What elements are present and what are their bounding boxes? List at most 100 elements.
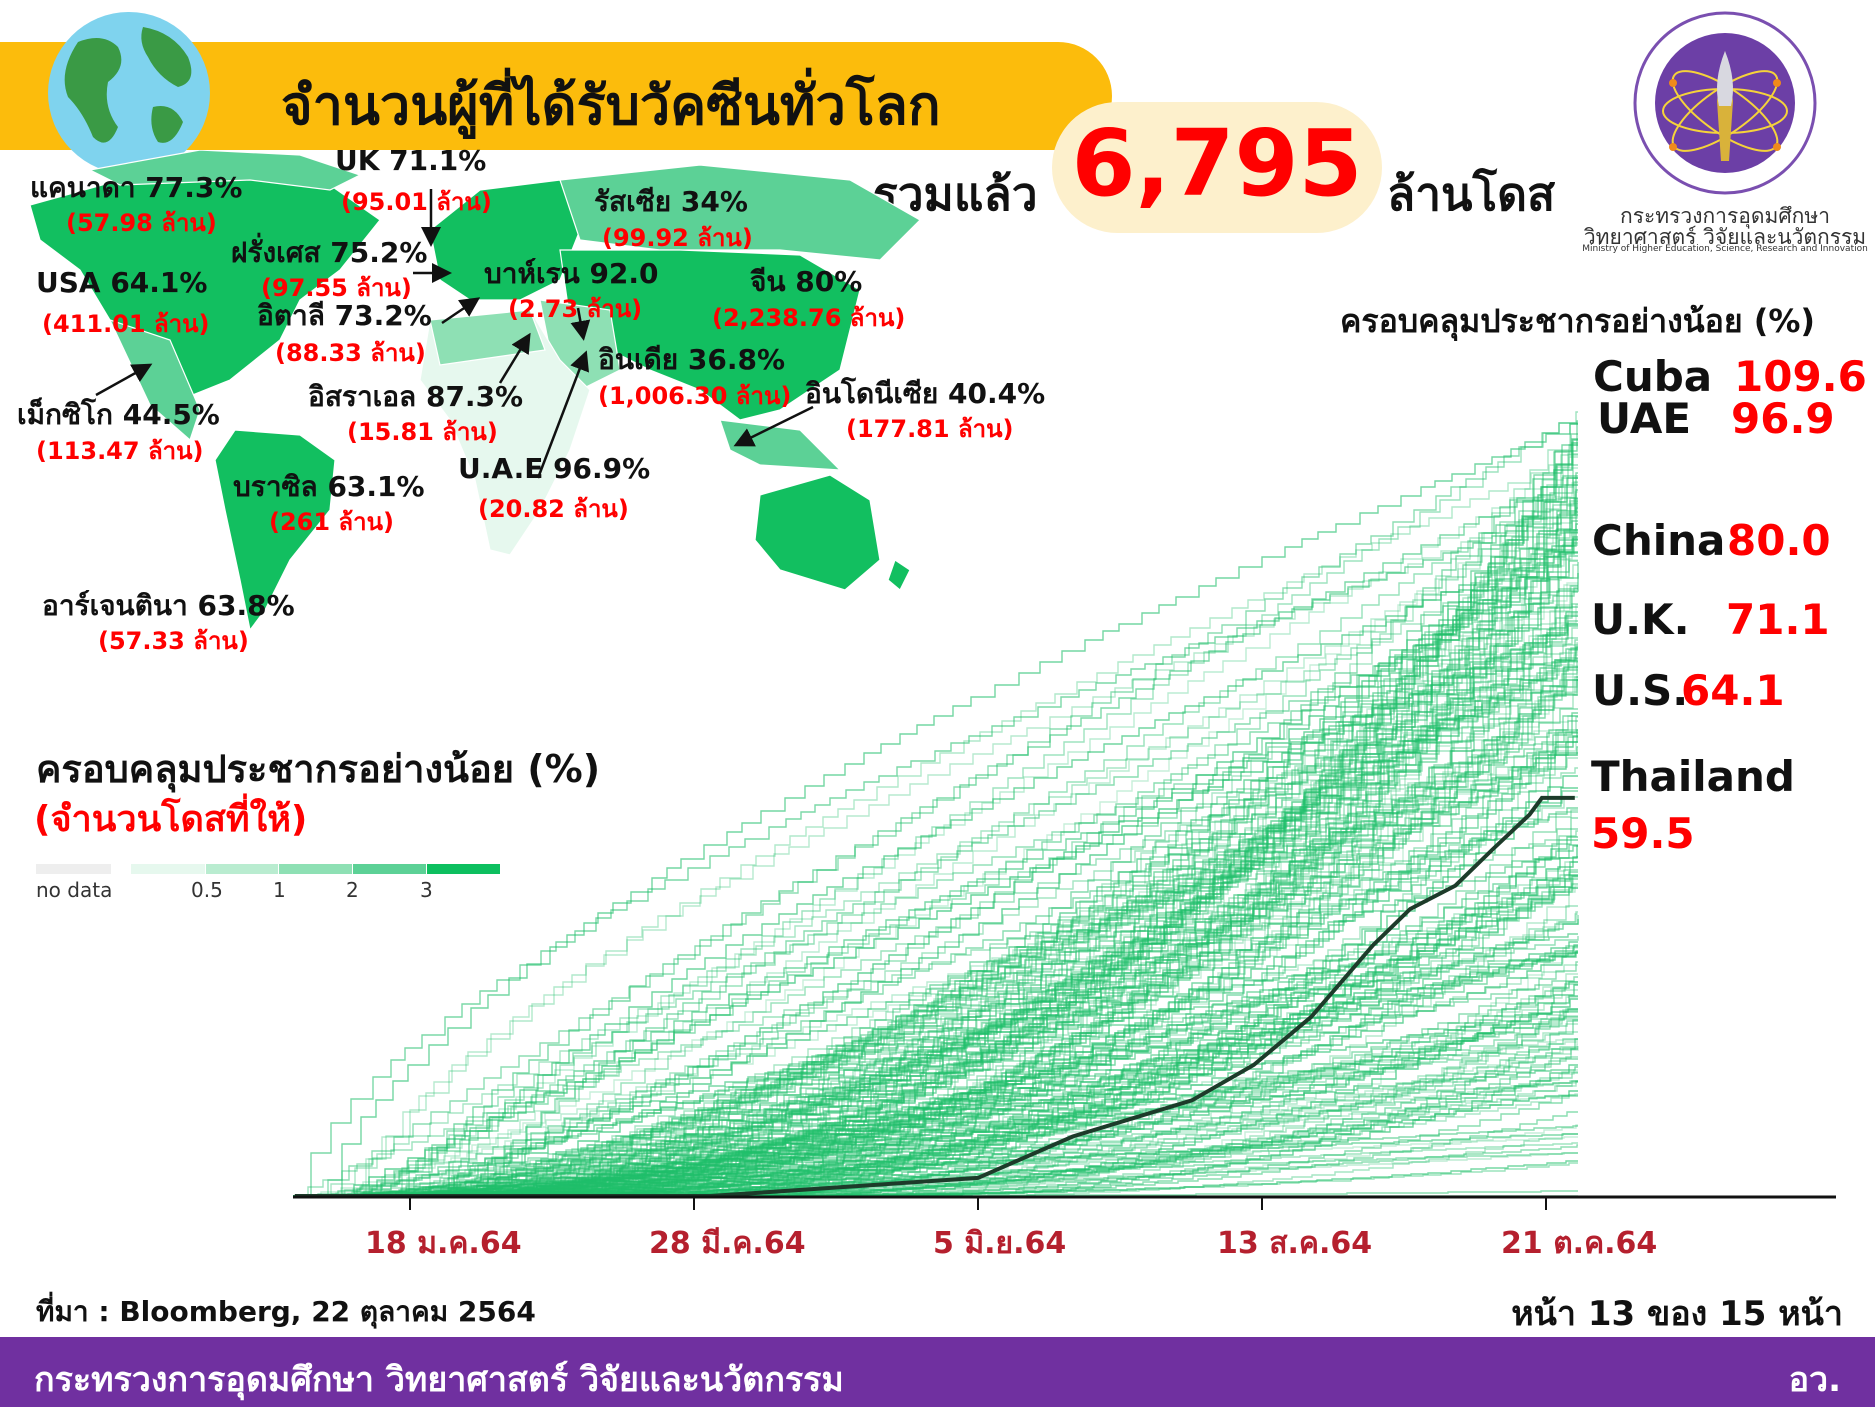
callout-value: 59.5 bbox=[1591, 809, 1695, 858]
map-australia bbox=[754, 474, 881, 591]
map-label-country: บราซิล 63.1% bbox=[233, 470, 425, 503]
arrow-israel bbox=[498, 332, 531, 384]
country-series-line bbox=[293, 767, 1578, 1197]
callout-value: 109.6 bbox=[1734, 352, 1867, 401]
map-label-country: แคนาดา 77.3% bbox=[30, 171, 243, 204]
ministry-name-th-2: วิทยาศาสตร์ วิจัยและนวัตกรรม bbox=[1583, 225, 1867, 249]
arrow-uae bbox=[536, 350, 589, 479]
country-series-line bbox=[293, 947, 1578, 1197]
callout-value: 64.1 bbox=[1681, 666, 1785, 715]
country-series-line bbox=[293, 647, 1578, 1197]
country-series-line bbox=[293, 1064, 1578, 1197]
map-label-doses: (57.98 ล้าน) bbox=[66, 209, 217, 237]
globe-icon bbox=[48, 12, 210, 174]
country-series-line bbox=[293, 679, 1578, 1197]
source-note: ที่มา : Bloomberg, 22 ตุลาคม 2564 bbox=[36, 1295, 536, 1328]
country-series-line bbox=[293, 712, 1578, 1197]
callout-country: China bbox=[1592, 516, 1726, 565]
map-russia bbox=[559, 164, 921, 261]
map-canada-north bbox=[88, 150, 362, 191]
callout-value: 80.0 bbox=[1727, 516, 1831, 565]
country-series-line bbox=[293, 787, 1578, 1197]
country-series-line bbox=[293, 422, 1578, 1197]
callout-value: 96.9 bbox=[1731, 394, 1835, 443]
country-series-line bbox=[293, 809, 1578, 1197]
country-series-line bbox=[293, 933, 1578, 1197]
ministry-name-th-1: กระทรวงการอุดมศึกษา bbox=[1620, 204, 1830, 228]
country-series-line bbox=[293, 529, 1578, 1197]
country-series-line bbox=[293, 741, 1578, 1197]
arrow-italy bbox=[441, 297, 481, 325]
country-series-line bbox=[293, 998, 1578, 1197]
legend-swatch-3 bbox=[353, 864, 426, 874]
map-label-doses: (411.01 ล้าน) bbox=[42, 310, 210, 338]
legend-subtitle: (จำนวนโดสที่ให้) bbox=[34, 799, 308, 840]
map-label-doses: (2.73 ล้าน) bbox=[508, 295, 643, 323]
map-south-america bbox=[214, 429, 336, 632]
country-series-line bbox=[293, 582, 1578, 1197]
country-series-line bbox=[293, 507, 1578, 1197]
country-series-line bbox=[293, 484, 1578, 1197]
country-series-line bbox=[293, 625, 1578, 1197]
country-series-line bbox=[293, 1008, 1578, 1197]
legend-swatch-4 bbox=[427, 864, 500, 874]
country-series-line bbox=[293, 1080, 1578, 1197]
country-series-line bbox=[293, 1133, 1578, 1197]
callout-country: UAE bbox=[1597, 394, 1692, 443]
country-series-line bbox=[293, 539, 1578, 1197]
map-label-doses: (95.01 ล้าน) bbox=[341, 188, 492, 216]
country-series-line bbox=[293, 1046, 1579, 1197]
total-doses-value: 6,795 bbox=[1071, 110, 1363, 217]
country-series-line bbox=[293, 500, 1578, 1197]
country-series-line bbox=[293, 544, 1578, 1197]
map-arrows bbox=[95, 189, 814, 479]
country-series-line bbox=[293, 887, 1578, 1197]
country-series-line bbox=[293, 658, 1578, 1197]
map-label-country: อิตาลี 73.2% bbox=[257, 299, 432, 332]
map-label-country: เม็กซิโก 44.5% bbox=[17, 398, 220, 431]
country-series-line bbox=[293, 716, 1578, 1197]
callout-country: Thailand bbox=[1591, 752, 1795, 801]
map-label-doses: (113.47 ล้าน) bbox=[36, 437, 204, 465]
country-series-line bbox=[293, 1010, 1578, 1197]
country-series-line bbox=[293, 1048, 1578, 1197]
country-series-line bbox=[293, 1038, 1578, 1197]
country-series-line bbox=[293, 481, 1578, 1197]
legend-swatch-0 bbox=[131, 864, 205, 874]
map-label-country: จีน 80% bbox=[750, 265, 863, 298]
map-new-zealand bbox=[887, 559, 911, 591]
x-tick-label: 5 มิ.ย.64 bbox=[933, 1226, 1067, 1261]
map-label-doses: (2,238.76 ล้าน) bbox=[712, 304, 906, 332]
country-series-line bbox=[293, 679, 1578, 1197]
legend-label: 3 bbox=[420, 878, 433, 902]
map-europe bbox=[429, 179, 581, 301]
country-series-line bbox=[293, 649, 1578, 1197]
country-series-line bbox=[293, 830, 1578, 1197]
country-series-line bbox=[293, 1011, 1578, 1197]
country-series-line bbox=[293, 484, 1578, 1197]
country-series-line bbox=[293, 477, 1578, 1197]
callout-value: 71.1 bbox=[1726, 595, 1830, 644]
country-series-line bbox=[293, 551, 1578, 1197]
map-label-country: U.A.E 96.9% bbox=[458, 452, 651, 485]
country-series-line bbox=[293, 497, 1578, 1197]
country-series-line bbox=[293, 615, 1578, 1197]
country-series-line bbox=[293, 456, 1578, 1197]
map-label-country: อินโดนีเซีย 40.4% bbox=[805, 377, 1046, 410]
map-label-doses: (20.82 ล้าน) bbox=[478, 495, 629, 523]
map-label-country: UK 71.1% bbox=[335, 144, 487, 177]
map-label-doses: (177.81 ล้าน) bbox=[846, 415, 1014, 443]
callout-country: Cuba bbox=[1593, 352, 1713, 401]
country-series-line bbox=[293, 875, 1578, 1197]
country-series-line bbox=[293, 961, 1578, 1197]
country-series-line bbox=[293, 981, 1578, 1197]
arrow-bahrain bbox=[570, 307, 591, 341]
map-label-doses: (1,006.30 ล้าน) bbox=[598, 382, 792, 410]
country-series-line bbox=[293, 807, 1578, 1197]
country-series-line bbox=[293, 423, 1578, 1197]
map-label-doses: (97.55 ล้าน) bbox=[261, 274, 412, 302]
country-series-line bbox=[293, 573, 1579, 1197]
country-series-line bbox=[293, 720, 1578, 1197]
x-tick-label: 18 ม.ค.64 bbox=[365, 1226, 522, 1261]
country-series-line bbox=[293, 514, 1578, 1197]
